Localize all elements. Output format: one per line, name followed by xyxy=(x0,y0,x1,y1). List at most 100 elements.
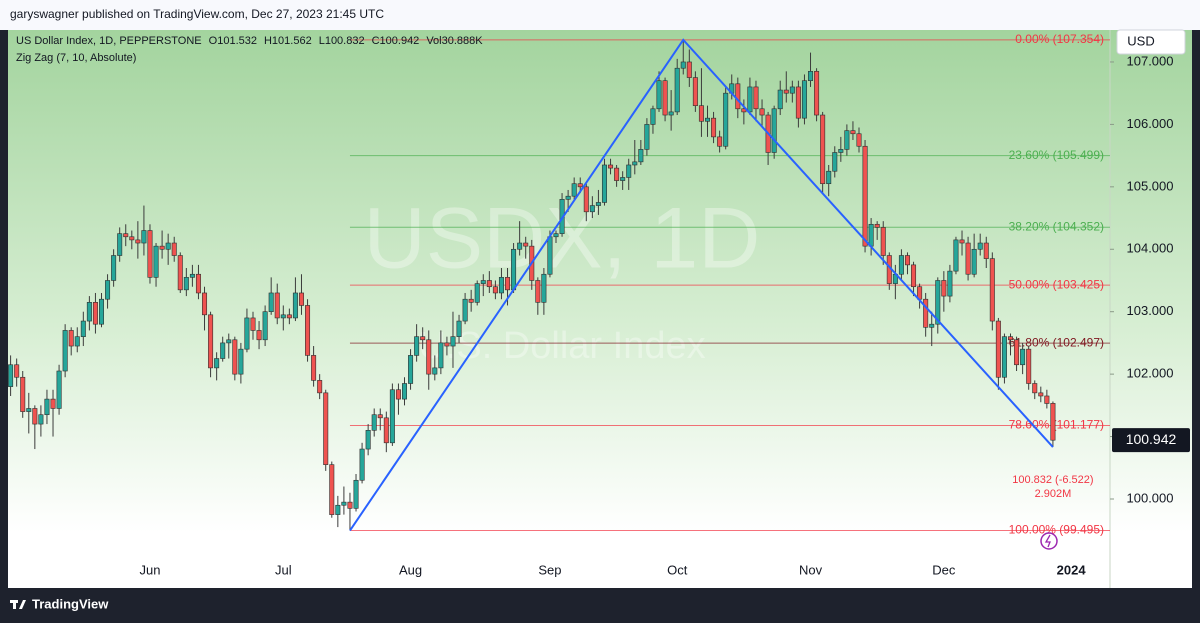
candle-body xyxy=(323,392,329,465)
x-tick-label: Sep xyxy=(538,562,561,577)
candle-body xyxy=(753,86,759,110)
candle-body xyxy=(80,320,86,337)
candle-body xyxy=(480,280,486,284)
candle-body xyxy=(608,164,614,169)
y-tick-label: 104.000 xyxy=(1127,241,1174,256)
x-tick-label: Jul xyxy=(275,562,292,577)
x-tick-label: Oct xyxy=(667,562,688,577)
candle-body xyxy=(177,255,183,291)
currency-button[interactable] xyxy=(1116,29,1186,55)
candle-body xyxy=(547,236,553,275)
candle-body xyxy=(74,336,80,347)
candle-body xyxy=(929,323,935,328)
candle-body xyxy=(432,367,438,375)
candle-body xyxy=(947,270,953,297)
candle-body xyxy=(826,170,832,185)
candle-body xyxy=(517,242,523,250)
candle-body xyxy=(395,389,401,400)
candle-body xyxy=(86,302,92,322)
candle-body xyxy=(511,248,517,291)
candle-body xyxy=(38,414,44,425)
candle-body xyxy=(1038,392,1044,397)
candle-body xyxy=(856,133,862,147)
candle-body xyxy=(995,320,1001,378)
x-tick-label: Aug xyxy=(399,562,422,577)
candle-body xyxy=(935,280,941,325)
candle-body xyxy=(1032,383,1038,394)
candle-body xyxy=(971,248,977,275)
candle-body xyxy=(583,186,589,213)
candle-body xyxy=(868,223,874,247)
candle-body xyxy=(850,130,856,135)
candle-body xyxy=(595,202,601,206)
candle-body xyxy=(577,183,583,188)
legend-item: Vol30.888K xyxy=(426,35,483,47)
candle-body xyxy=(808,71,814,81)
top-bar xyxy=(0,0,1200,30)
candle-body xyxy=(141,230,147,244)
candle-body xyxy=(32,408,38,425)
candle-body xyxy=(862,145,868,247)
candle-body xyxy=(129,236,135,241)
candle-body xyxy=(795,86,801,119)
candle-body xyxy=(274,292,280,319)
candle-body xyxy=(1007,336,1013,341)
candle-body xyxy=(650,108,656,125)
candle-body xyxy=(620,177,626,181)
fib-level-label: 38.20% (104.352) xyxy=(1009,219,1104,233)
candle-body xyxy=(723,92,729,147)
candle-body xyxy=(238,348,244,375)
candle-body xyxy=(226,339,232,344)
candle-body xyxy=(353,479,359,509)
candle-body xyxy=(414,336,420,356)
candle-body xyxy=(20,376,26,412)
candle-body xyxy=(426,339,432,375)
candle-body xyxy=(680,61,686,69)
candle-body xyxy=(359,448,365,481)
candle-body xyxy=(965,242,971,275)
alert-icon xyxy=(1040,532,1058,550)
candle-body xyxy=(286,314,292,319)
candle-body xyxy=(686,61,692,78)
candle-body xyxy=(317,380,323,394)
zigzag-line xyxy=(349,38,1054,532)
candle-body xyxy=(959,239,965,244)
legend-item: US Dollar Index, 1D, PEPPERSTONE xyxy=(16,35,202,47)
candle-body xyxy=(111,255,117,281)
publisher-line: garyswagner published on TradingView.com… xyxy=(10,7,384,21)
candle-body xyxy=(232,339,238,375)
candle-body xyxy=(832,152,838,172)
candle-body xyxy=(644,124,650,150)
candle-body xyxy=(214,358,220,369)
candle-body xyxy=(208,314,214,369)
candle-body xyxy=(62,330,68,372)
candle-body xyxy=(747,86,753,113)
candle-body xyxy=(692,77,698,106)
candle-body xyxy=(153,245,159,278)
currency-label[interactable]: USD xyxy=(1127,33,1154,48)
candle-body xyxy=(123,233,129,238)
candle-body xyxy=(771,108,777,153)
brand-logo xyxy=(10,600,26,609)
candle-body xyxy=(56,370,62,409)
candle-body xyxy=(486,280,492,288)
candle-body xyxy=(99,298,105,325)
candle-body xyxy=(711,117,717,138)
candle-body xyxy=(820,114,826,185)
candle-body xyxy=(147,230,153,278)
candle-body xyxy=(250,317,256,331)
candle-body xyxy=(135,239,141,244)
candle-body xyxy=(244,317,250,350)
candle-body xyxy=(698,105,704,122)
y-tick-label: 100.000 xyxy=(1127,490,1174,505)
candle-body xyxy=(941,280,947,297)
brand-name: TradingView xyxy=(32,596,109,611)
candle-body xyxy=(189,273,195,278)
fib-level-label: 100.00% (99.495) xyxy=(1009,523,1104,537)
x-tick-label: Nov xyxy=(799,562,823,577)
legend-item: O101.532 xyxy=(209,35,257,47)
x-tick-label: Dec xyxy=(932,562,956,577)
candle-body xyxy=(717,136,723,147)
candle-body xyxy=(880,227,886,256)
